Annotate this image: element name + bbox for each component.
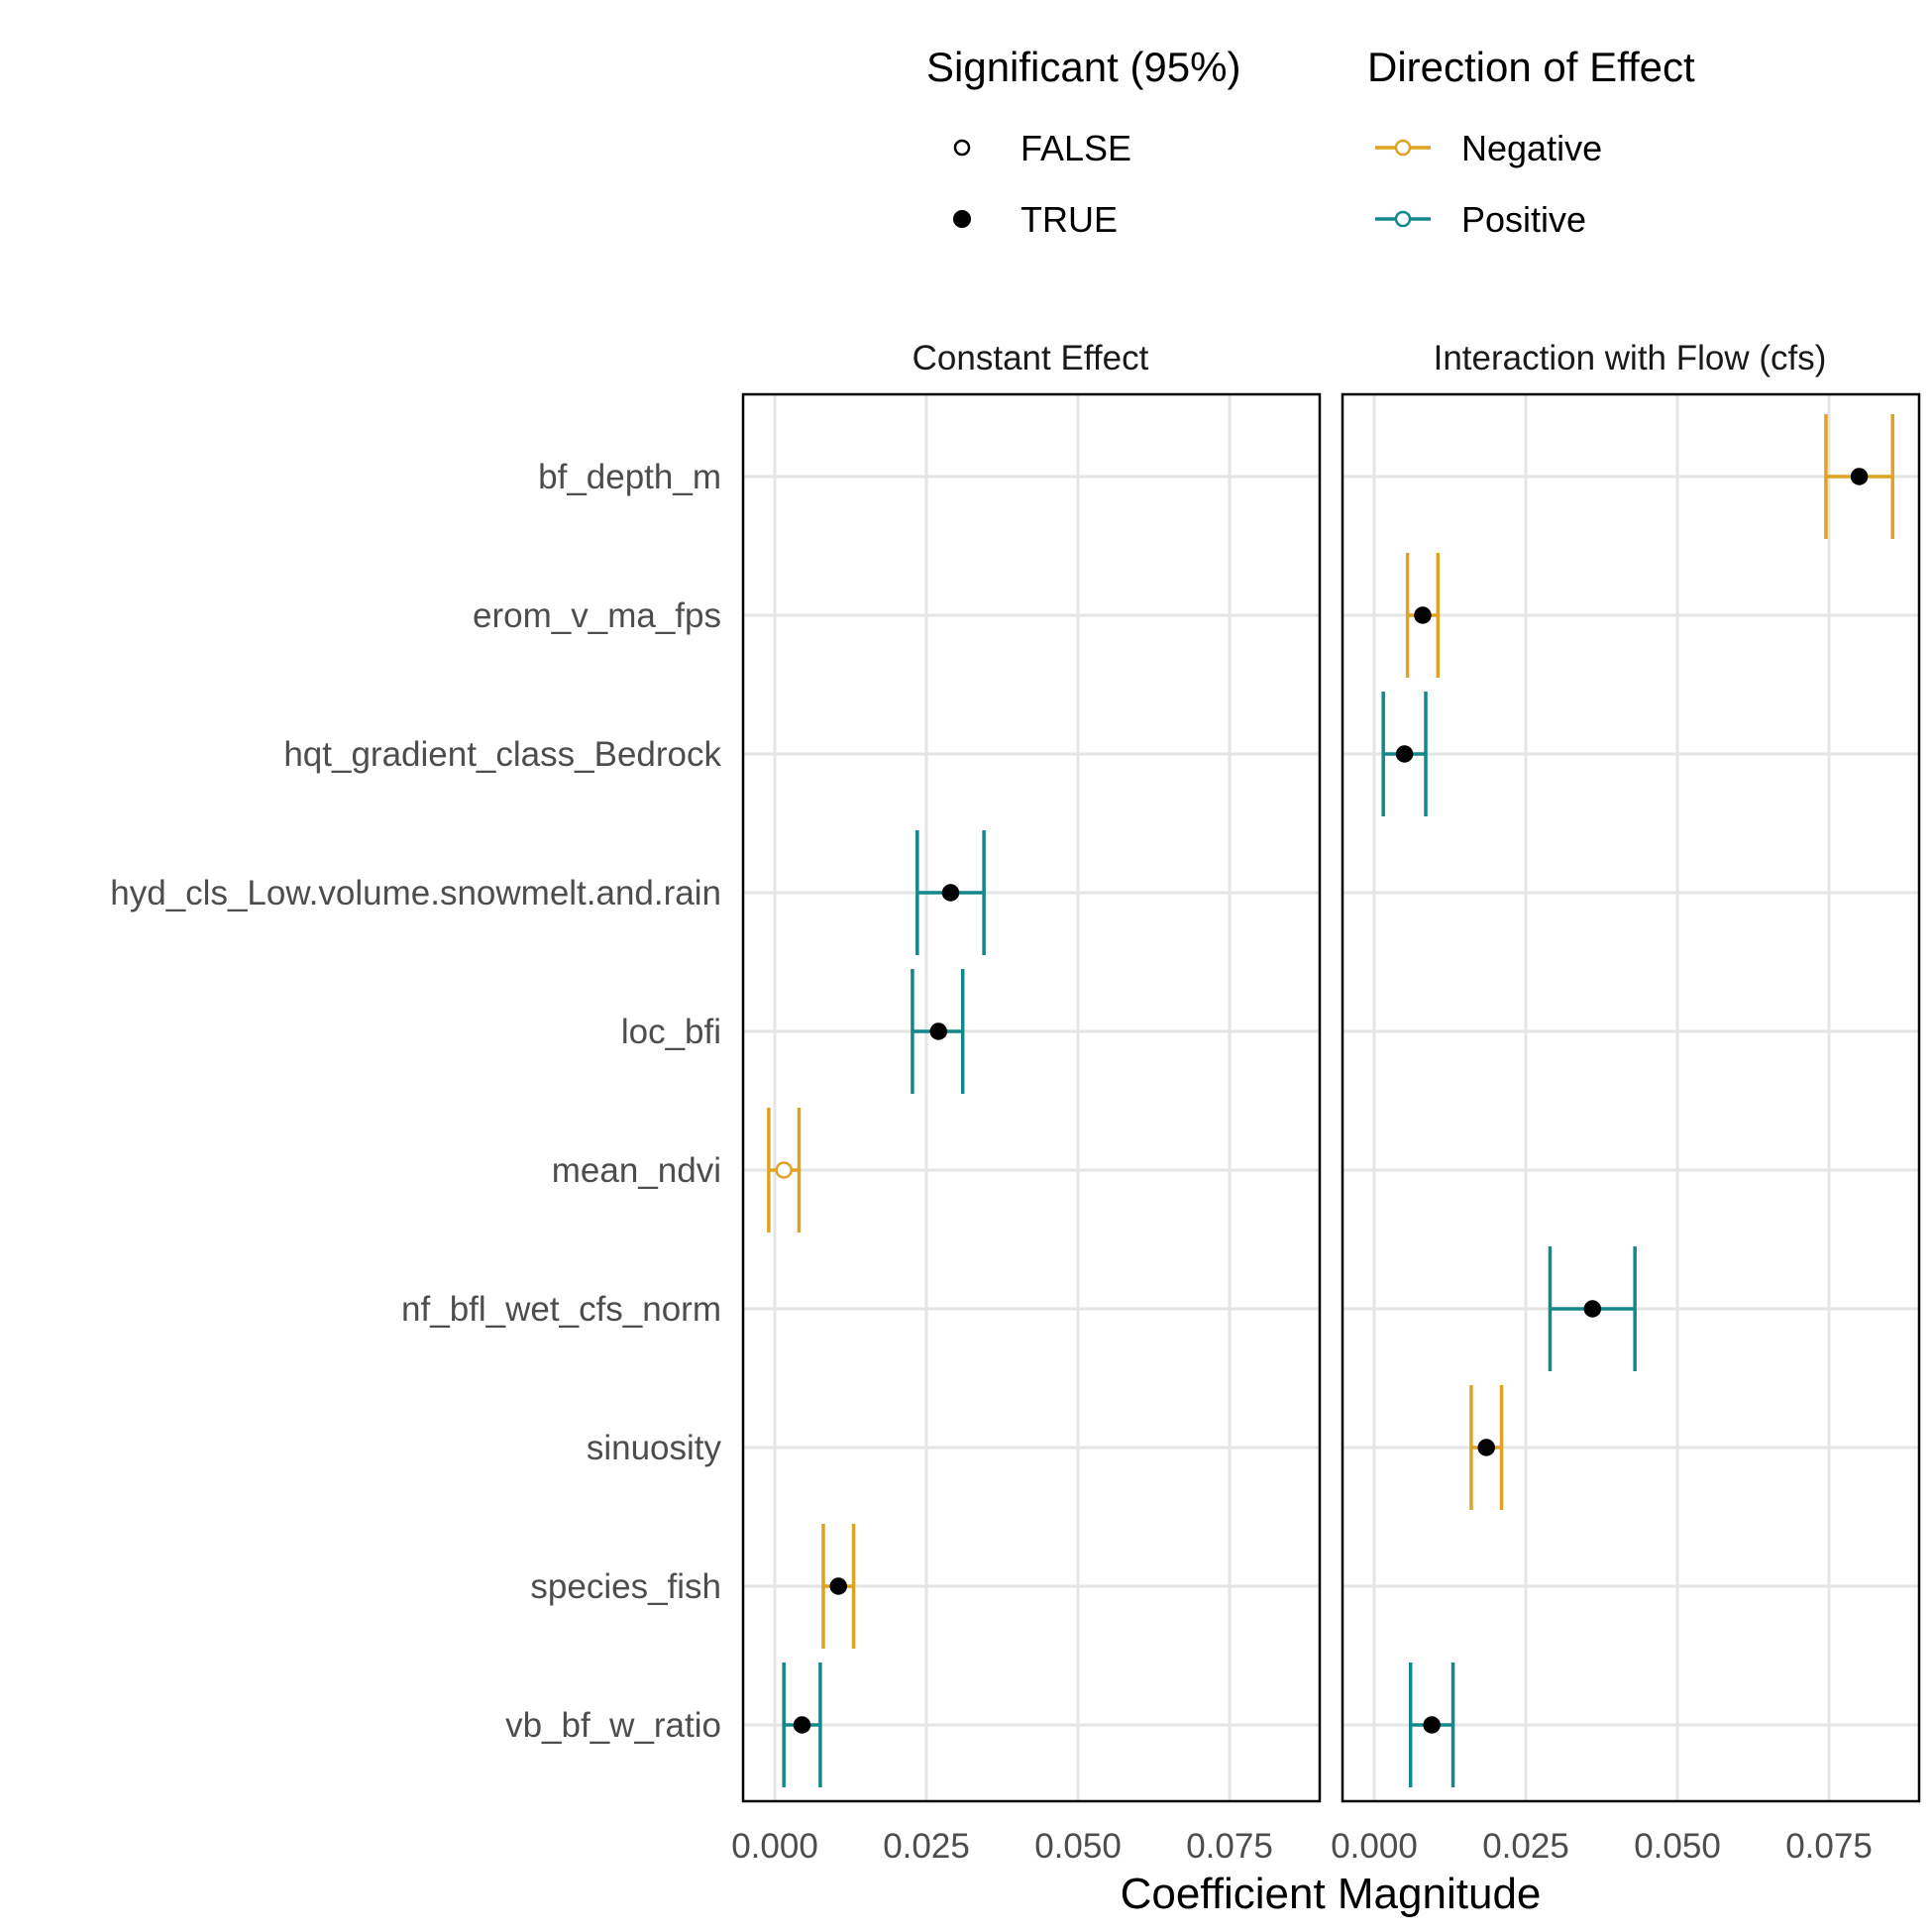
panel-title-constant-effect: Constant Effect [912,339,1149,377]
x-tick-label: 0.000 [1331,1827,1418,1866]
x-tick-label: 0.050 [1634,1827,1721,1866]
estimate-point [1850,468,1869,485]
y-label-sinuosity: sinuosity [587,1429,722,1467]
y-label-bf-depth-m: bf_depth_m [538,458,721,496]
y-axis-labels: bf_depth_m erom_v_ma_fps hqt_gradient_clas… [110,458,721,1745]
y-label-species-fish: species_fish [530,1567,721,1606]
x-axis-title: Coefficient Magnitude [1121,1870,1542,1918]
legend-direction: Direction of Effect Negative Positive [1367,44,1695,240]
x-tick-label: 0.000 [731,1827,818,1866]
errorbar [1548,1246,1637,1371]
estimate-point [775,1161,793,1179]
errorbar [1408,1663,1455,1787]
legend-true-label: TRUE [1020,199,1118,240]
legend-negative-label: Negative [1461,128,1602,168]
legend-positive-key [1394,210,1412,228]
legend-positive-label: Positive [1461,199,1586,240]
errorbar [1469,1385,1504,1510]
x-axis-ticks: 0.000 0.025 0.050 0.075 0.000 0.025 0.050 0.075 [731,1827,1873,1866]
legend-significance: Significant (95%) FALSE TRUE [926,44,1240,240]
estimate-point [1414,606,1432,624]
errorbar [911,969,965,1094]
panel-interaction-with-flow [1341,392,1921,1803]
panel-title-interaction-with-flow: Interaction with Flow (cfs) [1434,339,1827,377]
y-label-nf-bfl-wet-cfs-norm: nf_bfl_wet_cfs_norm [401,1290,721,1329]
legend-negative-key [1394,139,1412,157]
y-label-mean-ndvi: mean_ndvi [552,1151,721,1190]
errorbar [1824,414,1895,539]
estimate-point [1477,1439,1495,1456]
errorbar [782,1663,822,1787]
y-label-vb-bf-w-ratio: vb_bf_w_ratio [505,1706,721,1745]
x-tick-label: 0.025 [883,1827,970,1866]
panel-constant-effect [741,392,1322,1803]
errorbar [821,1524,856,1649]
errorbar [1405,553,1441,678]
y-label-erom-v-ma-fps: erom_v_ma_fps [473,596,721,635]
legend-significance-title: Significant (95%) [926,44,1240,90]
estimate-point [929,1022,947,1040]
legend-true-key [953,210,971,228]
errorbar [915,830,986,955]
x-tick-label: 0.075 [1785,1827,1873,1866]
y-label-hqt-gradient-class-bedrock: hqt_gradient_class_Bedrock [283,735,721,774]
legend-false-label: FALSE [1020,128,1131,168]
y-label-hyd-cls-low-volume-snowmelt-and-rain: hyd_cls_Low.volume.snowmelt.and.rain [110,874,721,912]
estimate-point [793,1716,811,1734]
estimate-point [1395,745,1414,763]
estimate-point [1423,1716,1441,1734]
errorbar [1381,692,1428,816]
x-tick-label: 0.050 [1034,1827,1122,1866]
legend-direction-title: Direction of Effect [1367,44,1695,90]
x-tick-label: 0.075 [1186,1827,1273,1866]
estimate-point [941,884,960,902]
x-tick-label: 0.025 [1482,1827,1569,1866]
legend-false-key [953,139,971,157]
errorbar [767,1108,802,1233]
panel-border [1341,392,1921,1803]
panel-border [741,392,1322,1803]
estimate-point [829,1577,848,1595]
y-label-loc-bfi: loc_bfi [621,1013,721,1051]
estimate-point [1583,1300,1602,1318]
